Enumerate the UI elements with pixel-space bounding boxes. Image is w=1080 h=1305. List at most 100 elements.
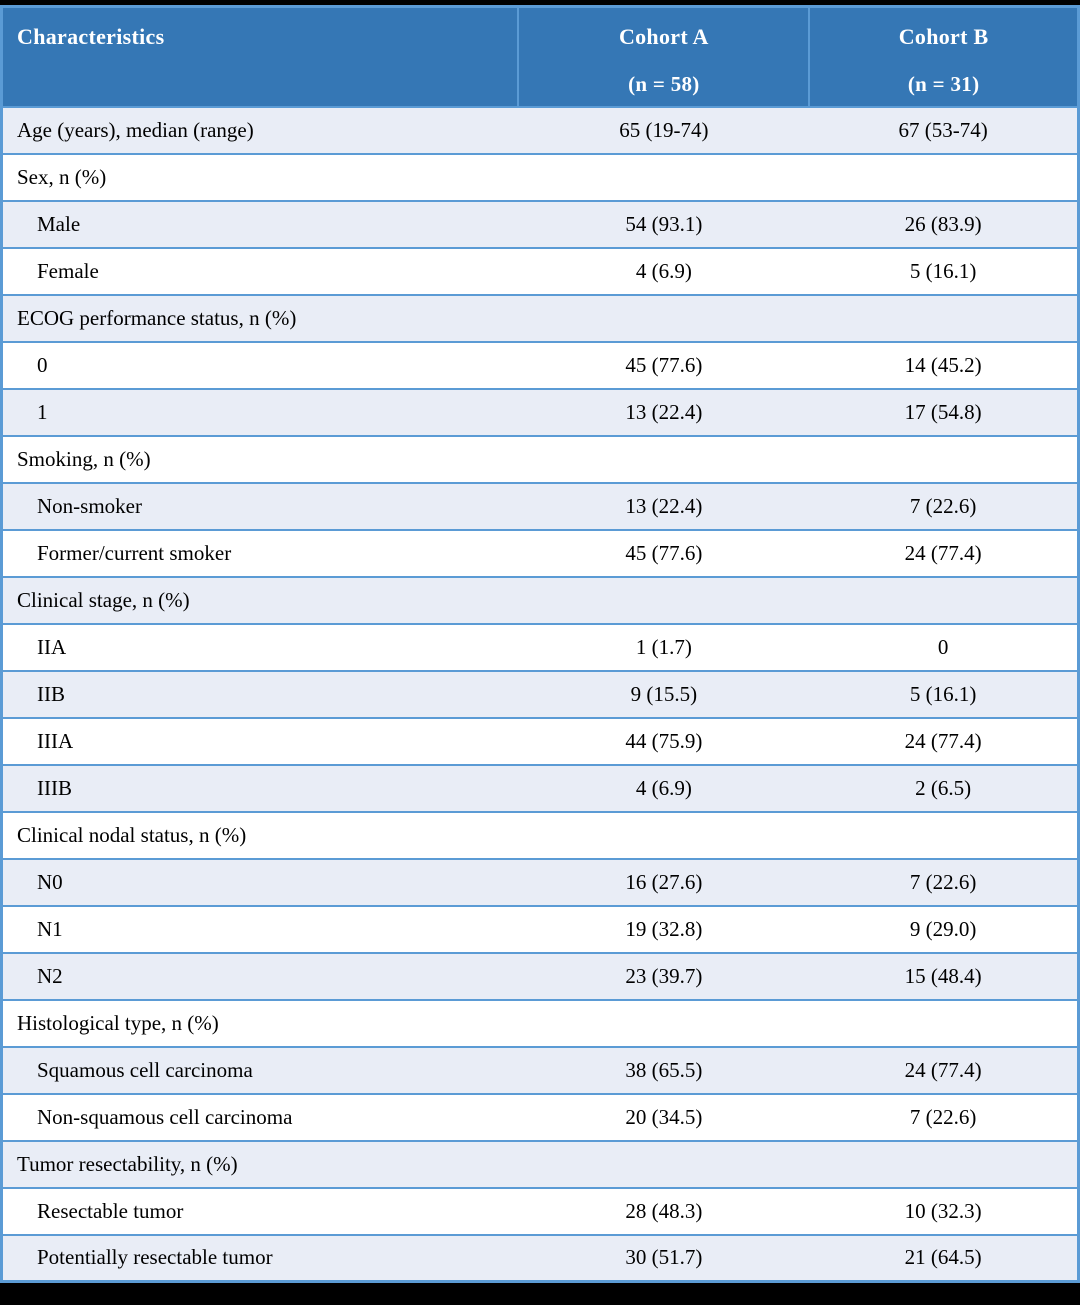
characteristic-cell: ECOG performance status, n (%) xyxy=(0,293,519,343)
cohort-a-cell: 30 (51.7) xyxy=(518,1233,810,1283)
cohort-b-label: Cohort B xyxy=(898,24,989,49)
cohort-a-cell: 1 (1.7) xyxy=(518,622,810,672)
characteristic-cell: Resectable tumor xyxy=(0,1186,519,1236)
characteristic-cell: IIB xyxy=(0,669,519,719)
cohort-a-cell: 44 (75.9) xyxy=(518,716,810,766)
table-row: Smoking, n (%) xyxy=(0,434,1080,484)
characteristic-cell: Histological type, n (%) xyxy=(0,998,519,1048)
cohort-a-cell: 9 (15.5) xyxy=(518,669,810,719)
characteristic-cell: 1 xyxy=(0,387,519,437)
cohort-a-cell: 16 (27.6) xyxy=(518,857,810,907)
table-row: Male 54 (93.1) 26 (83.9) xyxy=(0,199,1080,249)
cohort-a-cell xyxy=(518,575,810,625)
cohort-b-cell xyxy=(809,434,1080,484)
characteristic-cell: Female xyxy=(0,246,519,296)
table-row: Tumor resectability, n (%) xyxy=(0,1139,1080,1189)
cohort-a-cell: 20 (34.5) xyxy=(518,1092,810,1142)
cohort-a-cell: 13 (22.4) xyxy=(518,387,810,437)
table-row: ECOG performance status, n (%) xyxy=(0,293,1080,343)
cohort-b-cell: 14 (45.2) xyxy=(809,340,1080,390)
cohort-b-cell: 24 (77.4) xyxy=(809,716,1080,766)
cohort-a-cell: 19 (32.8) xyxy=(518,904,810,954)
characteristic-cell: Smoking, n (%) xyxy=(0,434,519,484)
characteristic-cell: Clinical stage, n (%) xyxy=(0,575,519,625)
cohort-a-cell: 65 (19-74) xyxy=(518,105,810,155)
cohort-a-cell xyxy=(518,152,810,202)
cohort-a-cell xyxy=(518,1139,810,1189)
cohort-a-cell: 4 (6.9) xyxy=(518,763,810,813)
characteristic-cell: Potentially resectable tumor xyxy=(0,1233,519,1283)
cohort-b-cell xyxy=(809,575,1080,625)
characteristic-cell: IIIB xyxy=(0,763,519,813)
table-row: IIB 9 (15.5) 5 (16.1) xyxy=(0,669,1080,719)
cohort-b-cell: 5 (16.1) xyxy=(809,246,1080,296)
cohort-a-cell: 45 (77.6) xyxy=(518,340,810,390)
cohort-b-cell: 7 (22.6) xyxy=(809,481,1080,531)
characteristic-cell: IIIA xyxy=(0,716,519,766)
cohort-b-cell: 9 (29.0) xyxy=(809,904,1080,954)
table-row: Squamous cell carcinoma 38 (65.5) 24 (77.4… xyxy=(0,1045,1080,1095)
cohort-b-cell: 7 (22.6) xyxy=(809,1092,1080,1142)
cohort-b-cell: 10 (32.3) xyxy=(809,1186,1080,1236)
characteristic-cell: 0 xyxy=(0,340,519,390)
characteristic-cell: Non-smoker xyxy=(0,481,519,531)
cohort-a-sample-size: (n = 58) xyxy=(628,72,700,96)
cohort-b-cell xyxy=(809,293,1080,343)
cohort-a-cell xyxy=(518,998,810,1048)
table-row: Histological type, n (%) xyxy=(0,998,1080,1048)
table-row: 1 13 (22.4) 17 (54.8) xyxy=(0,387,1080,437)
table-row: N1 19 (32.8) 9 (29.0) xyxy=(0,904,1080,954)
cohort-b-cell: 2 (6.5) xyxy=(809,763,1080,813)
characteristic-cell: Squamous cell carcinoma xyxy=(0,1045,519,1095)
cohort-b-cell: 7 (22.6) xyxy=(809,857,1080,907)
cohort-a-cell: 13 (22.4) xyxy=(518,481,810,531)
cohort-a-cell: 38 (65.5) xyxy=(518,1045,810,1095)
cohort-a-cell: 45 (77.6) xyxy=(518,528,810,578)
table-row: IIIB 4 (6.9) 2 (6.5) xyxy=(0,763,1080,813)
header-row: Characteristics Cohort A (n = 58) Cohort… xyxy=(0,5,1080,108)
col-header-cohort-a: Cohort A (n = 58) xyxy=(517,5,811,108)
cohort-b-cell: 0 xyxy=(809,622,1080,672)
cohort-b-cell: 24 (77.4) xyxy=(809,528,1080,578)
table-row: 0 45 (77.6) 14 (45.2) xyxy=(0,340,1080,390)
characteristic-cell: Non-squamous cell carcinoma xyxy=(0,1092,519,1142)
table-row: Female 4 (6.9) 5 (16.1) xyxy=(0,246,1080,296)
cohort-b-cell xyxy=(809,152,1080,202)
characteristic-cell: Male xyxy=(0,199,519,249)
characteristic-cell: N2 xyxy=(0,951,519,1001)
table-row: N2 23 (39.7) 15 (48.4) xyxy=(0,951,1080,1001)
cohort-a-label: Cohort A xyxy=(618,24,709,49)
characteristic-cell: Former/current smoker xyxy=(0,528,519,578)
table-row: Sex, n (%) xyxy=(0,152,1080,202)
table-row: Resectable tumor 28 (48.3) 10 (32.3) xyxy=(0,1186,1080,1236)
table-row: Age (years), median (range) 65 (19-74) 67 … xyxy=(0,105,1080,155)
table-header: Characteristics Cohort A (n = 58) Cohort… xyxy=(0,5,1080,108)
table-body: Age (years), median (range) 65 (19-74) 67 … xyxy=(0,105,1080,1283)
cohort-b-cell: 67 (53-74) xyxy=(809,105,1080,155)
table-row: Non-squamous cell carcinoma 20 (34.5) 7 (2… xyxy=(0,1092,1080,1142)
cohort-b-cell: 17 (54.8) xyxy=(809,387,1080,437)
col-header-characteristics: Characteristics xyxy=(0,5,520,108)
cohort-b-cell: 24 (77.4) xyxy=(809,1045,1080,1095)
table-row: Clinical stage, n (%) xyxy=(0,575,1080,625)
characteristic-cell: Tumor resectability, n (%) xyxy=(0,1139,519,1189)
table-row: Clinical nodal status, n (%) xyxy=(0,810,1080,860)
patient-characteristics-table: Characteristics Cohort A (n = 58) Cohort… xyxy=(0,5,1080,1283)
characteristic-cell: N1 xyxy=(0,904,519,954)
table-row: Non-smoker 13 (22.4) 7 (22.6) xyxy=(0,481,1080,531)
table-row: Former/current smoker 45 (77.6) 24 (77.4) xyxy=(0,528,1080,578)
cohort-b-cell: 21 (64.5) xyxy=(809,1233,1080,1283)
cohort-a-cell: 28 (48.3) xyxy=(518,1186,810,1236)
cohort-b-cell: 26 (83.9) xyxy=(809,199,1080,249)
cohort-a-cell xyxy=(518,293,810,343)
cohort-b-cell: 15 (48.4) xyxy=(809,951,1080,1001)
table-row: IIIA 44 (75.9) 24 (77.4) xyxy=(0,716,1080,766)
characteristic-cell: IIA xyxy=(0,622,519,672)
cohort-b-cell xyxy=(809,998,1080,1048)
cohort-a-cell xyxy=(518,434,810,484)
characteristic-cell: Sex, n (%) xyxy=(0,152,519,202)
cohort-a-cell: 4 (6.9) xyxy=(518,246,810,296)
table-row: IIA 1 (1.7) 0 xyxy=(0,622,1080,672)
characteristic-cell: Clinical nodal status, n (%) xyxy=(0,810,519,860)
